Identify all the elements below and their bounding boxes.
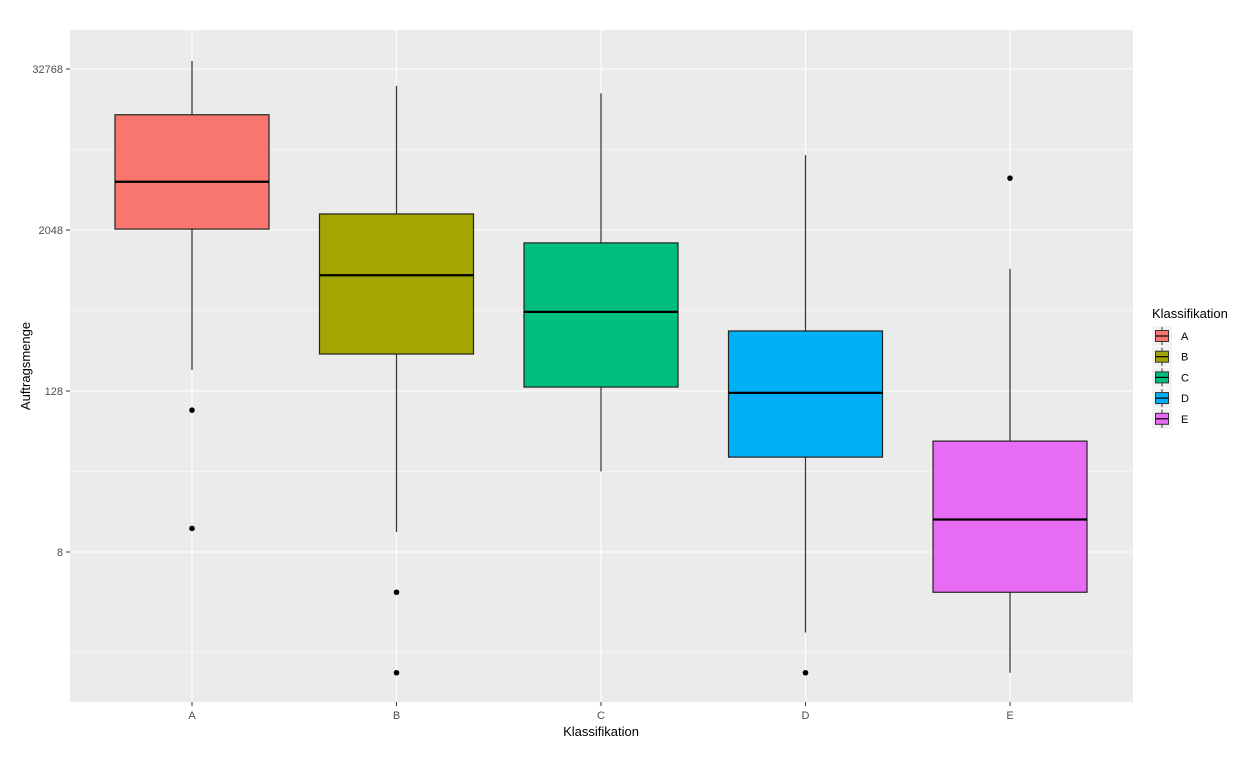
- box-iqr: [114, 114, 270, 230]
- legend-label: D: [1181, 393, 1189, 405]
- x-tick-label: A: [188, 710, 196, 722]
- legend-title: Klassifikation: [1152, 306, 1228, 321]
- y-axis: 8 128 2048 32768: [32, 64, 70, 559]
- x-tick-label: B: [393, 710, 400, 722]
- box-B: [318, 85, 475, 676]
- outlier-point: [189, 407, 195, 413]
- outlier-point: [393, 589, 400, 596]
- outlier-point: [393, 669, 400, 676]
- outlier-point: [189, 525, 195, 532]
- x-tick-label: C: [597, 710, 605, 722]
- legend-label: C: [1181, 372, 1189, 384]
- outlier-point: [1007, 175, 1013, 181]
- legend-item-B: B: [1152, 346, 1188, 367]
- legend-item-D: D: [1152, 388, 1189, 409]
- boxes: [114, 61, 1088, 676]
- box-iqr: [727, 330, 884, 458]
- legend-item-E: E: [1152, 408, 1188, 429]
- box-C: [523, 93, 679, 472]
- legend-label: E: [1181, 414, 1188, 426]
- x-axis-title: Klassifikation: [563, 724, 639, 739]
- y-tick-label: 128: [45, 386, 63, 398]
- y-tick-label: 32768: [32, 64, 63, 76]
- legend-item-C: C: [1152, 367, 1189, 388]
- box-D: [727, 155, 884, 676]
- y-axis-title: Auftragsmenge: [18, 322, 33, 410]
- legend-label: A: [1181, 331, 1189, 343]
- y-tick-label: 2048: [39, 225, 63, 237]
- outlier-point: [802, 669, 809, 676]
- box-E: [932, 175, 1088, 673]
- x-axis: A B C D E: [188, 702, 1014, 722]
- legend-label: B: [1181, 352, 1188, 364]
- x-tick-label: D: [802, 710, 810, 722]
- box-iqr: [932, 440, 1088, 593]
- legend-item-A: A: [1152, 326, 1189, 346]
- box-iqr: [318, 213, 475, 355]
- box-iqr: [523, 242, 679, 388]
- x-tick-label: E: [1006, 710, 1013, 722]
- box-A: [114, 61, 270, 532]
- y-tick-label: 8: [57, 547, 63, 559]
